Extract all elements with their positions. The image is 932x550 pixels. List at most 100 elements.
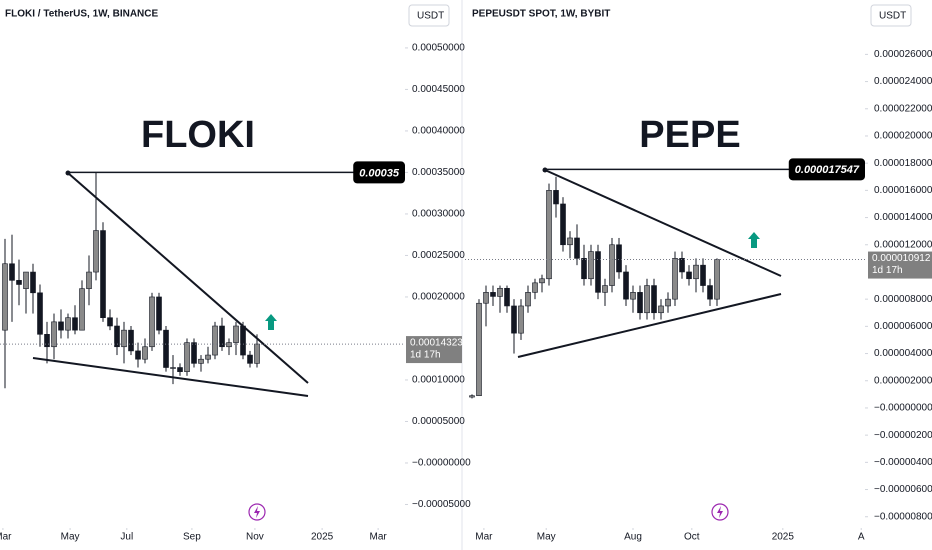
- candle-body: [700, 264, 706, 286]
- x-tick-label: Jul: [120, 532, 133, 543]
- trend-line: [544, 169, 782, 277]
- candle-body: [623, 271, 629, 300]
- candle-body: [37, 292, 43, 335]
- candle-body: [128, 329, 134, 352]
- candle-body: [219, 325, 225, 348]
- y-tick-label: 0.000002000: [874, 375, 932, 386]
- candle-body: [574, 237, 580, 259]
- y-tick-label: −0.00000000: [412, 458, 471, 469]
- x-tick-label: Sep: [183, 532, 201, 543]
- candle-body: [581, 258, 587, 280]
- candles: [2, 172, 260, 389]
- level-box: [788, 158, 865, 181]
- candle-body: [553, 190, 559, 205]
- candle-body: [30, 271, 36, 294]
- candle-body: [651, 285, 657, 314]
- candle-body: [490, 292, 496, 297]
- y-tick-label: 0.000018000: [874, 158, 932, 169]
- y-tick-label: 0.000026000: [874, 49, 932, 60]
- y-tick-label: 0.000012000: [874, 239, 932, 250]
- y-tick-label: −0.00005000: [412, 499, 471, 510]
- y-tick-label: 0.000014000: [874, 212, 932, 223]
- countdown: 1d 17h: [872, 265, 903, 276]
- candle-body: [121, 329, 127, 348]
- candle-body: [539, 278, 545, 284]
- candle-body: [546, 190, 552, 280]
- y-tick-label: 0.000004000: [874, 348, 932, 359]
- x-tick-label: A: [858, 532, 865, 543]
- symbol-label: PEPE: [639, 114, 740, 156]
- candle-body: [483, 292, 489, 304]
- y-tick-label: 0.00050000: [412, 43, 465, 54]
- y-tick-label: 0.00040000: [412, 126, 465, 137]
- candle-body: [2, 263, 8, 331]
- replay-icon[interactable]: [711, 503, 729, 521]
- last-price-label: 0.000010912: [872, 253, 931, 264]
- x-tick-label: May: [537, 532, 556, 543]
- countdown: 1d 17h: [410, 350, 441, 361]
- candle-body: [184, 342, 190, 372]
- y-tick-label: −0.000006000: [874, 484, 932, 495]
- candle-body: [504, 287, 510, 307]
- candle-body: [532, 282, 538, 293]
- trend-line: [517, 293, 782, 358]
- symbol-label: FLOKI: [141, 114, 255, 156]
- candle-body: [9, 263, 15, 281]
- candle-body: [149, 296, 155, 348]
- candle-body: [58, 321, 64, 331]
- candle-body: [525, 292, 531, 307]
- candle-body: [170, 367, 176, 369]
- candle-body: [163, 329, 169, 368]
- candle-body: [114, 325, 120, 348]
- y-tick-label: 0.000024000: [874, 76, 932, 87]
- y-tick-label: −0.000008000: [874, 511, 932, 522]
- y-tick-label: 0.000008000: [874, 294, 932, 305]
- candle-body: [518, 305, 524, 334]
- candle-body: [686, 271, 692, 280]
- candle-body: [212, 325, 218, 356]
- candle-body: [497, 287, 503, 297]
- currency-button[interactable]: [870, 4, 912, 27]
- candle-body: [707, 285, 713, 300]
- last-price-label: 0.00014323: [410, 338, 463, 349]
- candle-body: [233, 325, 239, 343]
- candle-body: [65, 317, 71, 331]
- up-arrow: [748, 232, 760, 248]
- candle-body: [205, 354, 211, 360]
- y-tick-label: 0.00035000: [412, 167, 465, 178]
- candle-body: [588, 251, 594, 280]
- candle-body: [644, 285, 650, 314]
- candle-body: [665, 298, 671, 307]
- x-tick-label: 2025: [772, 532, 795, 543]
- candle-body: [177, 367, 183, 372]
- replay-icon[interactable]: [248, 503, 266, 521]
- candle-body: [595, 251, 601, 293]
- level-label: 0.00035: [359, 167, 400, 179]
- y-tick-label: −0.000000000: [874, 403, 932, 414]
- candle-body: [602, 285, 608, 293]
- level-label: 0.000017547: [795, 164, 860, 176]
- candle-body: [476, 302, 482, 397]
- y-tick-label: 0.00025000: [412, 250, 465, 261]
- chart-header: PEPEUSDT SPOT, 1W, BYBIT: [472, 9, 610, 20]
- y-tick-label: 0.00005000: [412, 416, 465, 427]
- x-tick-label: Oct: [684, 532, 700, 543]
- candle-body: [107, 317, 113, 327]
- y-tick-label: 0.00045000: [412, 84, 465, 95]
- x-tick-label: Aug: [624, 532, 642, 543]
- candle-body: [693, 264, 699, 280]
- candle-body: [714, 259, 720, 300]
- candle-body: [72, 317, 78, 331]
- y-tick-label: 0.000016000: [874, 185, 932, 196]
- last-price-box: [868, 251, 932, 279]
- candle-body: [198, 358, 204, 364]
- currency-button[interactable]: [408, 4, 450, 27]
- y-tick-label: 0.00010000: [412, 375, 465, 386]
- candle-body: [23, 271, 29, 289]
- candle-body: [672, 258, 678, 300]
- x-tick-label: Mar: [475, 532, 493, 543]
- candle-body: [247, 354, 253, 364]
- candle-body: [51, 321, 57, 348]
- candle-body: [630, 292, 636, 300]
